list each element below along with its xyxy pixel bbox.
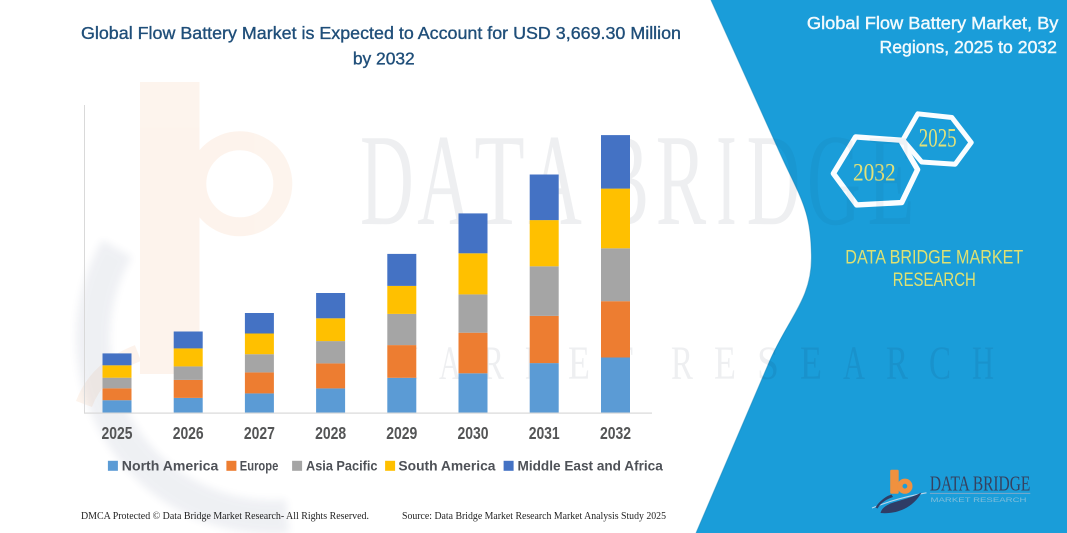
svg-text:2031: 2031 (529, 423, 560, 443)
svg-text:2027: 2027 (244, 423, 275, 443)
svg-text:D: D (360, 108, 414, 253)
svg-text:A: A (439, 337, 461, 390)
svg-text:2030: 2030 (458, 423, 489, 443)
svg-text:MARKET RESEARCH: MARKET RESEARCH (931, 497, 1027, 504)
svg-text:2029: 2029 (386, 423, 417, 443)
svg-text:DMCA Protected © Data Bridge M: DMCA Protected © Data Bridge Market Rese… (81, 511, 369, 522)
svg-text:Europe: Europe (240, 457, 279, 473)
svg-text:I: I (716, 108, 736, 253)
svg-text:E: E (568, 337, 590, 390)
svg-text:H: H (972, 337, 994, 390)
svg-text:R: R (671, 337, 693, 390)
svg-text:Middle East and Africa: Middle East and Africa (518, 457, 664, 473)
svg-text:R: R (656, 108, 707, 253)
svg-text:North America: North America (122, 457, 219, 473)
svg-text:Source: Data Bridge Market Res: Source: Data Bridge Market Research Mark… (402, 511, 666, 522)
svg-text:by 2032: by 2032 (353, 48, 415, 68)
svg-text:A: A (843, 337, 865, 390)
svg-text:G: G (807, 108, 861, 253)
svg-text:C: C (929, 337, 951, 390)
svg-text:DATA BRIDGE MARKET: DATA BRIDGE MARKET (845, 247, 1023, 268)
svg-text:2025: 2025 (102, 423, 133, 443)
svg-text:E: E (868, 108, 915, 253)
svg-text:DATA BRIDGE: DATA BRIDGE (930, 471, 1030, 495)
svg-text:Global Flow Battery Market is: Global Flow Battery Market is Expected t… (81, 23, 681, 43)
svg-text:R: R (886, 337, 908, 390)
svg-text:Asia Pacific: Asia Pacific (306, 457, 378, 473)
svg-text:2032: 2032 (600, 423, 631, 443)
svg-text:2025: 2025 (919, 123, 957, 152)
svg-text:2032: 2032 (853, 158, 896, 187)
svg-text:Global Flow Battery Market, By: Global Flow Battery Market, By (807, 13, 1059, 33)
svg-text:2026: 2026 (173, 423, 204, 443)
svg-text:E: E (800, 337, 822, 390)
svg-text:E: E (714, 337, 736, 390)
svg-text:RESEARCH: RESEARCH (893, 270, 976, 291)
svg-text:2028: 2028 (315, 423, 346, 443)
svg-text:Regions, 2025 to 2032: Regions, 2025 to 2032 (880, 37, 1058, 57)
svg-text:South America: South America (398, 457, 495, 473)
